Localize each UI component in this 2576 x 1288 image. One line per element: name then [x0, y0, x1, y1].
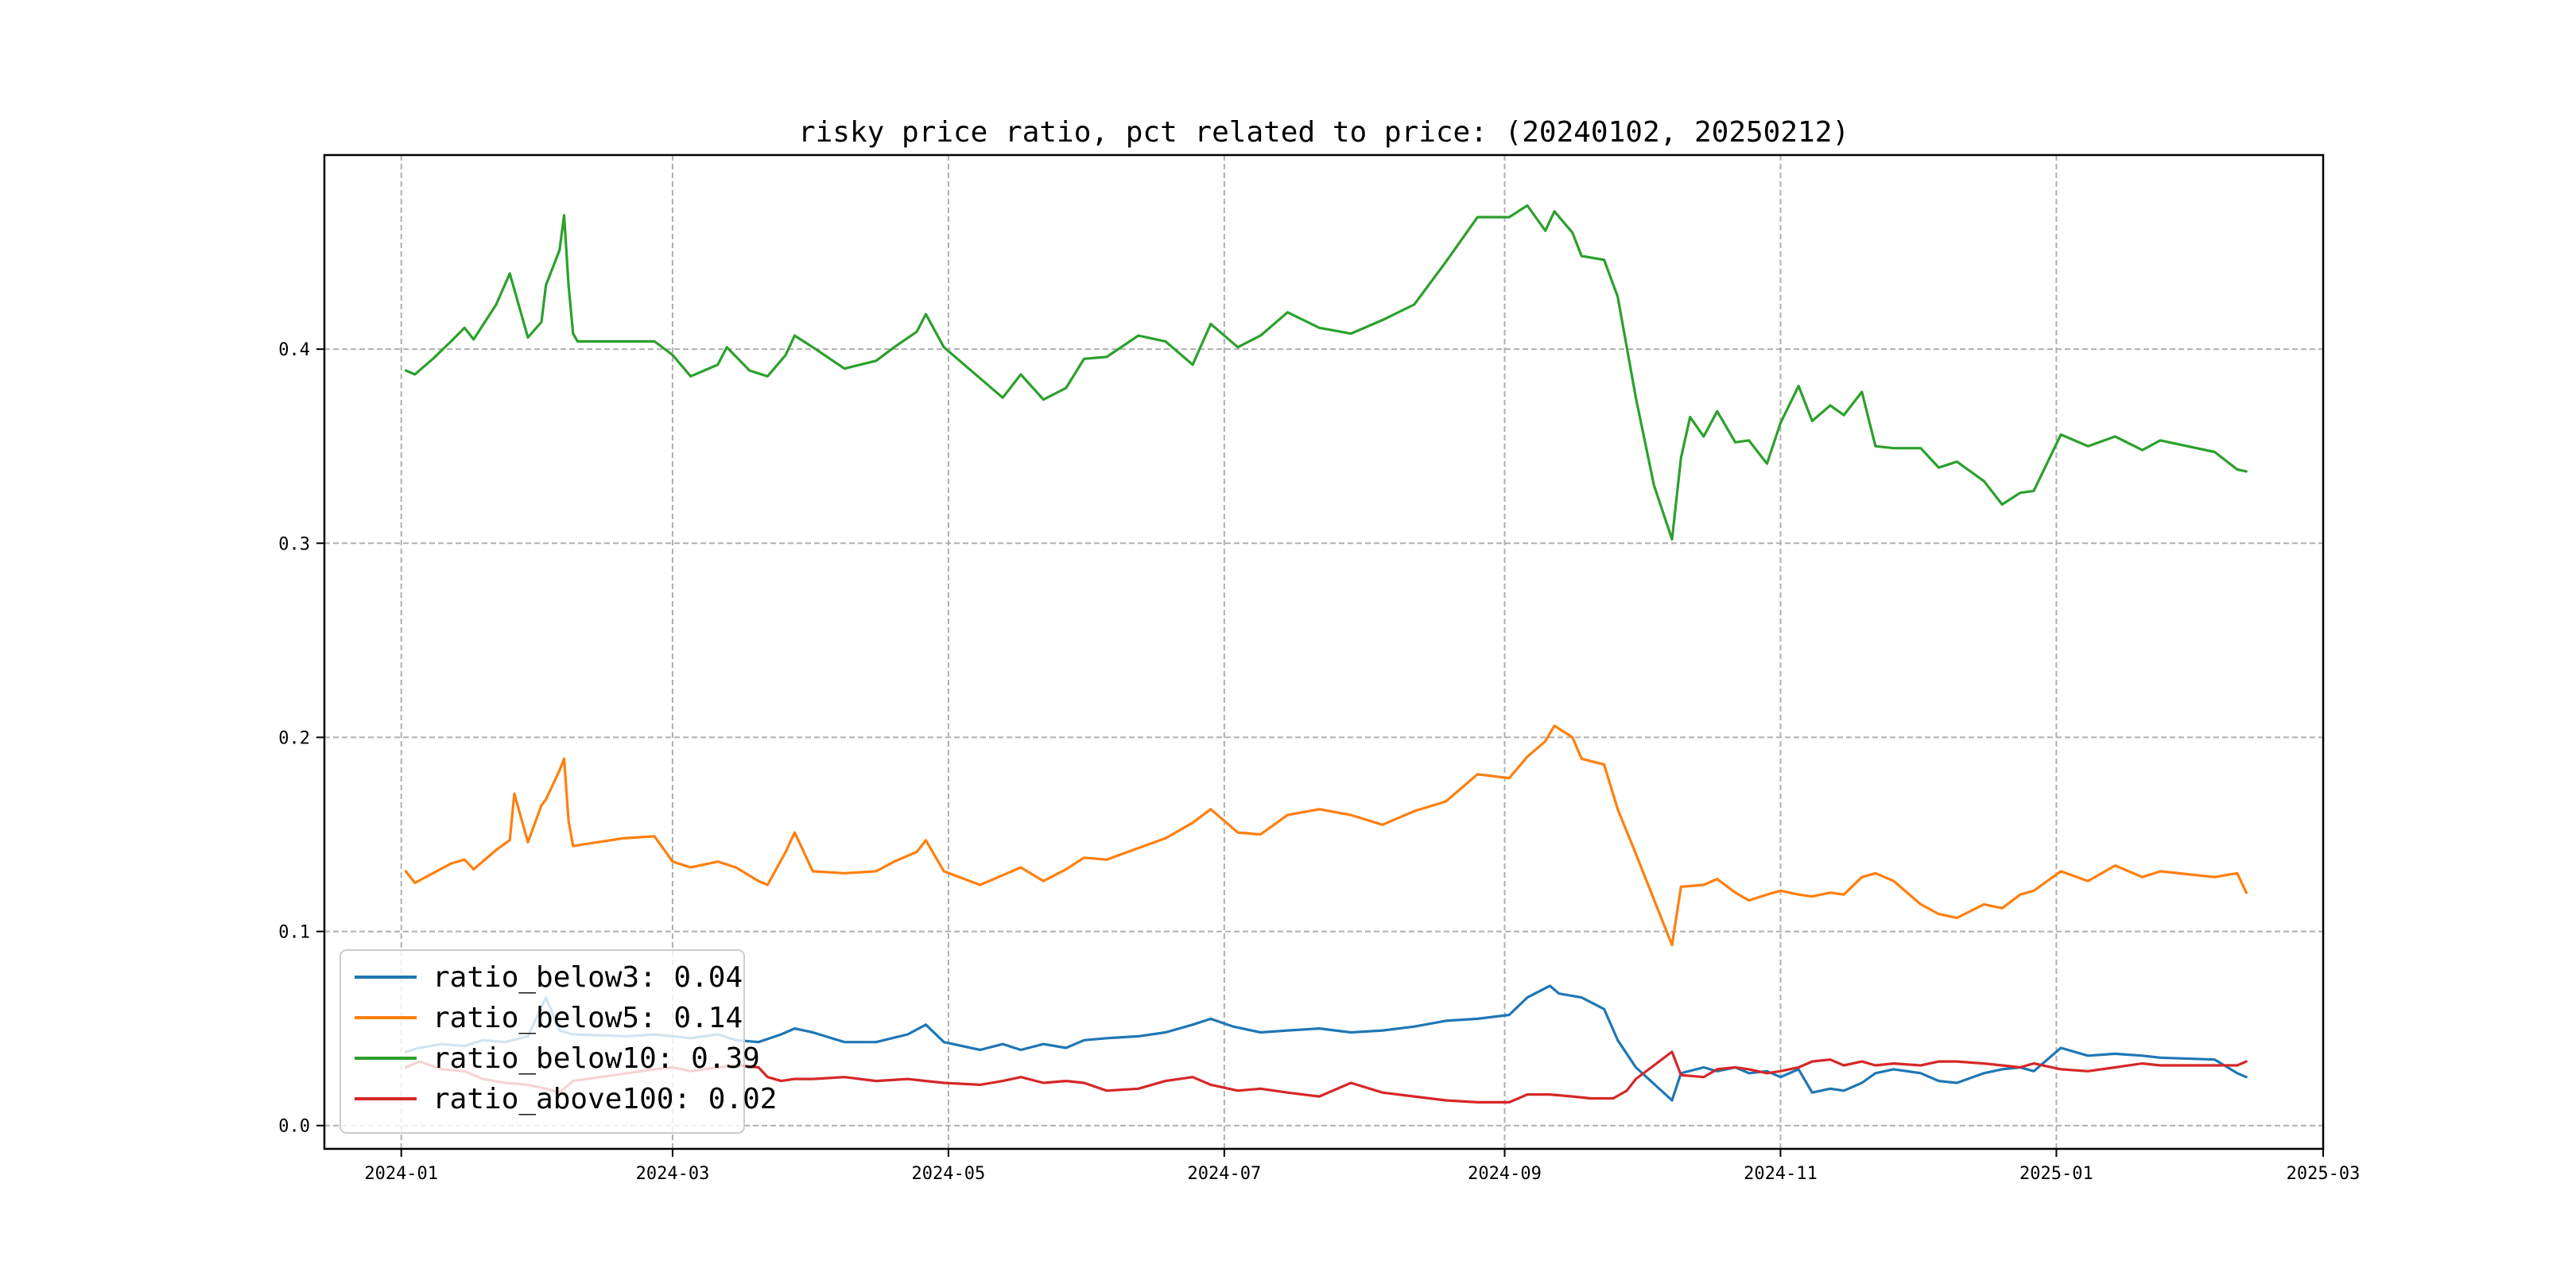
legend-label: ratio_above100: 0.02	[433, 1083, 777, 1115]
legend-label: ratio_below5: 0.14	[433, 1002, 743, 1034]
legend-label: ratio_below3: 0.04	[433, 961, 743, 994]
series-line	[404, 724, 2248, 947]
y-tick-label: 0.2	[278, 728, 310, 748]
x-tick-label: 2024-11	[1744, 1164, 1818, 1184]
x-tick-label: 2025-03	[2287, 1164, 2361, 1184]
x-tick-label: 2024-09	[1468, 1164, 1542, 1184]
x-tick-label: 2024-01	[364, 1164, 438, 1184]
y-tick-label: 0.4	[278, 340, 310, 360]
legend-label: ratio_below10: 0.39	[433, 1042, 760, 1075]
y-tick-label: 0.3	[278, 534, 310, 554]
chart-title: risky price ratio, pct related to price:…	[798, 116, 1849, 149]
legend: ratio_below3: 0.04 ratio_below5: 0.14 rati…	[339, 949, 777, 1134]
legend-box	[339, 949, 745, 1134]
y-tick-label: 0.0	[278, 1117, 310, 1137]
plot-area-frame	[323, 153, 2325, 1150]
x-tick-label: 2024-07	[1188, 1164, 1262, 1184]
x-tick-label: 2024-03	[636, 1164, 710, 1184]
y-tick-label: 0.1	[278, 923, 310, 943]
x-tick-label: 2024-05	[912, 1164, 986, 1184]
axis-ticks: 2024-01 2024-03 2024-05 2024-07 2024-09 2024-…	[278, 340, 2360, 1184]
x-tick-label: 2025-01	[2019, 1164, 2093, 1184]
series-line	[404, 204, 2248, 541]
